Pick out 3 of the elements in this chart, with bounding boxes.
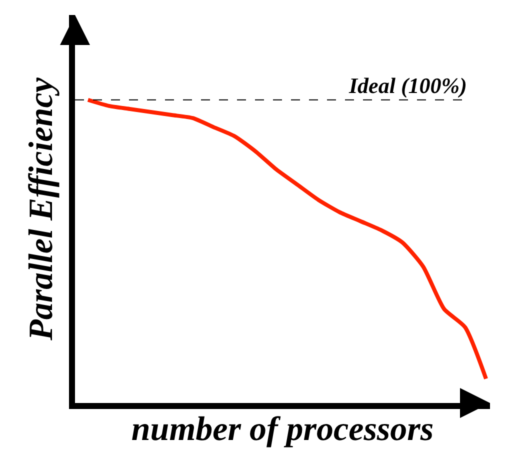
y-axis-title: Parallel Efficiency (23, 76, 60, 342)
ref-line-label: Ideal (100%) (348, 73, 467, 98)
x-axis-title: number of processors (131, 411, 434, 448)
